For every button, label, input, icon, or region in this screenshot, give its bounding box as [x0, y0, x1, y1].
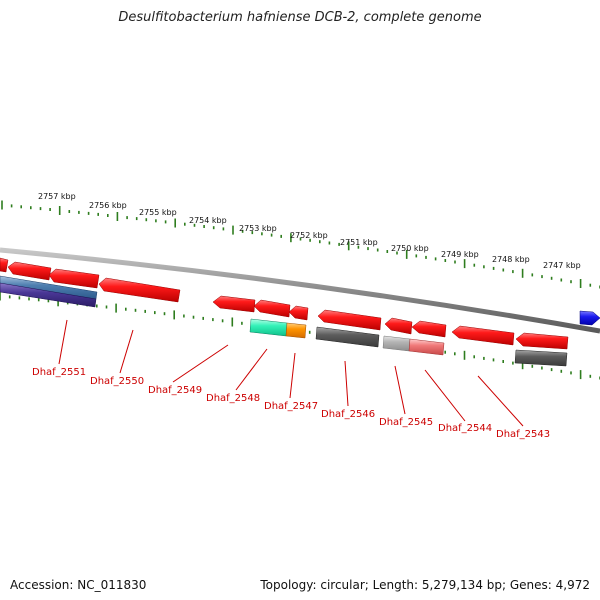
genome-summary-text: Topology: circular; Length: 5,279,134 bp…	[260, 578, 590, 592]
kbp-label: 2756 kbp	[89, 201, 127, 210]
feature-bar[interactable]	[514, 349, 568, 367]
kbp-label: 2753 kbp	[239, 224, 277, 233]
gene-arrow-forward[interactable]	[579, 310, 600, 326]
map-title: Desulfitobacterium hafniense DCB-2, comp…	[118, 10, 482, 25]
gene-arrow[interactable]	[288, 305, 309, 321]
gene-arrow[interactable]	[451, 325, 515, 346]
gene-arrow[interactable]	[515, 332, 569, 350]
accession-text: Accession: NC_011830	[10, 578, 147, 592]
feature-bar[interactable]	[285, 322, 307, 339]
reverse-strand-genes	[0, 257, 569, 350]
gene-label-leaders	[58, 319, 524, 427]
kbp-label: 2754 kbp	[189, 216, 227, 225]
kbp-label: 2755 kbp	[139, 208, 177, 217]
feature-bar[interactable]	[249, 318, 288, 337]
kbp-label: 2747 kbp	[543, 261, 581, 270]
kbp-label: 2751 kbp	[340, 238, 378, 247]
gene-label[interactable]: Dhaf_2545	[379, 417, 433, 428]
gene-arrow[interactable]	[317, 309, 382, 331]
outer-tick-scale	[1, 200, 600, 289]
gene-label[interactable]: Dhaf_2544	[438, 423, 492, 434]
feature-bar[interactable]	[382, 335, 411, 352]
feature-bar[interactable]	[408, 338, 445, 356]
kbp-label: 2757 kbp	[38, 192, 76, 201]
gene-label[interactable]: Dhaf_2549	[148, 385, 202, 396]
kbp-label: 2749 kbp	[441, 250, 479, 259]
gene-arrow[interactable]	[411, 320, 447, 338]
kbp-scale-labels: 2757 kbp 2756 kbp 2755 kbp 2754 kbp 2753 kbp…	[38, 192, 581, 270]
gene-arrow[interactable]	[384, 317, 413, 335]
feature-bar[interactable]	[0, 282, 97, 308]
feature-bar[interactable]	[315, 326, 380, 348]
gene-label[interactable]: Dhaf_2548	[206, 393, 260, 404]
kbp-label: 2750 kbp	[391, 244, 429, 253]
feature-bars	[0, 275, 568, 367]
gene-arrow[interactable]	[0, 257, 9, 273]
gene-arrow[interactable]	[253, 299, 291, 318]
genome-backbone	[0, 247, 600, 334]
gene-label[interactable]: Dhaf_2546	[321, 409, 375, 420]
gene-arrow[interactable]	[212, 295, 256, 313]
kbp-label: 2752 kbp	[290, 231, 328, 240]
kbp-label: 2748 kbp	[492, 255, 530, 264]
gene-arrow[interactable]	[98, 277, 181, 303]
gene-label[interactable]: Dhaf_2551	[32, 367, 86, 378]
gene-label[interactable]: Dhaf_2543	[496, 429, 550, 440]
gene-arrow[interactable]	[48, 268, 100, 289]
gene-labels: Dhaf_2551 Dhaf_2550 Dhaf_2549 Dhaf_2548 …	[32, 367, 550, 440]
gene-arrow[interactable]	[7, 261, 52, 281]
gene-label[interactable]: Dhaf_2550	[90, 376, 144, 387]
gene-label[interactable]: Dhaf_2547	[264, 401, 318, 412]
